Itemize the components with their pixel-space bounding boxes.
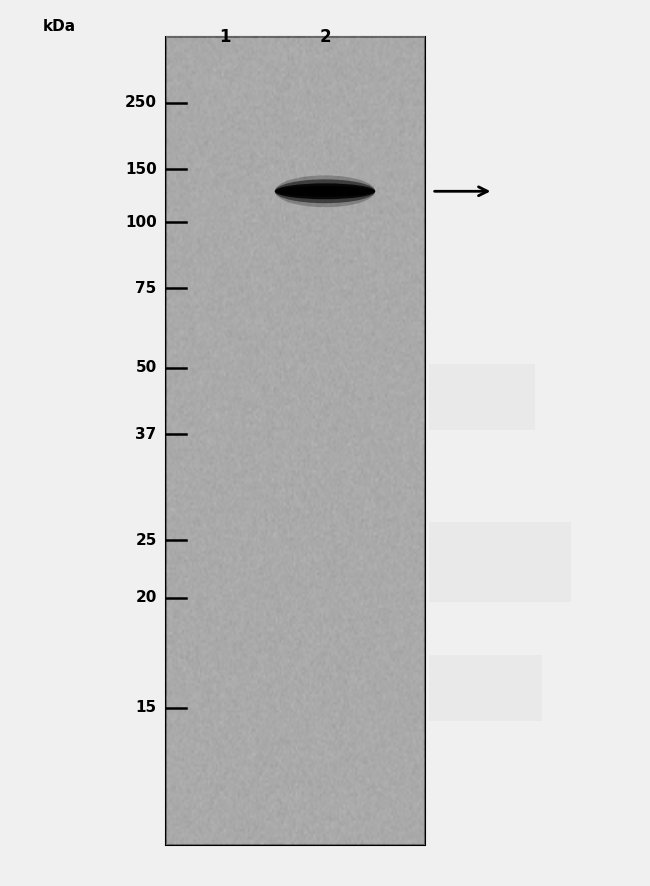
Ellipse shape [275, 186, 375, 197]
Ellipse shape [275, 183, 375, 199]
Text: 2: 2 [319, 27, 331, 46]
Text: 150: 150 [125, 162, 157, 176]
Text: 15: 15 [136, 701, 157, 716]
Bar [428, 363, 536, 430]
Text: 50: 50 [135, 361, 157, 376]
Text: 25: 25 [135, 532, 157, 548]
Text: 250: 250 [125, 96, 157, 111]
Ellipse shape [275, 179, 375, 203]
Bar [428, 523, 571, 602]
Text: 37: 37 [135, 427, 157, 441]
Text: 75: 75 [135, 281, 157, 296]
Text: 100: 100 [125, 214, 157, 229]
Text: 20: 20 [135, 590, 157, 605]
Text: 1: 1 [219, 27, 231, 46]
Ellipse shape [275, 175, 375, 207]
Text: kDa: kDa [43, 19, 76, 34]
Bar [428, 655, 542, 721]
Bar [166, 36, 425, 845]
